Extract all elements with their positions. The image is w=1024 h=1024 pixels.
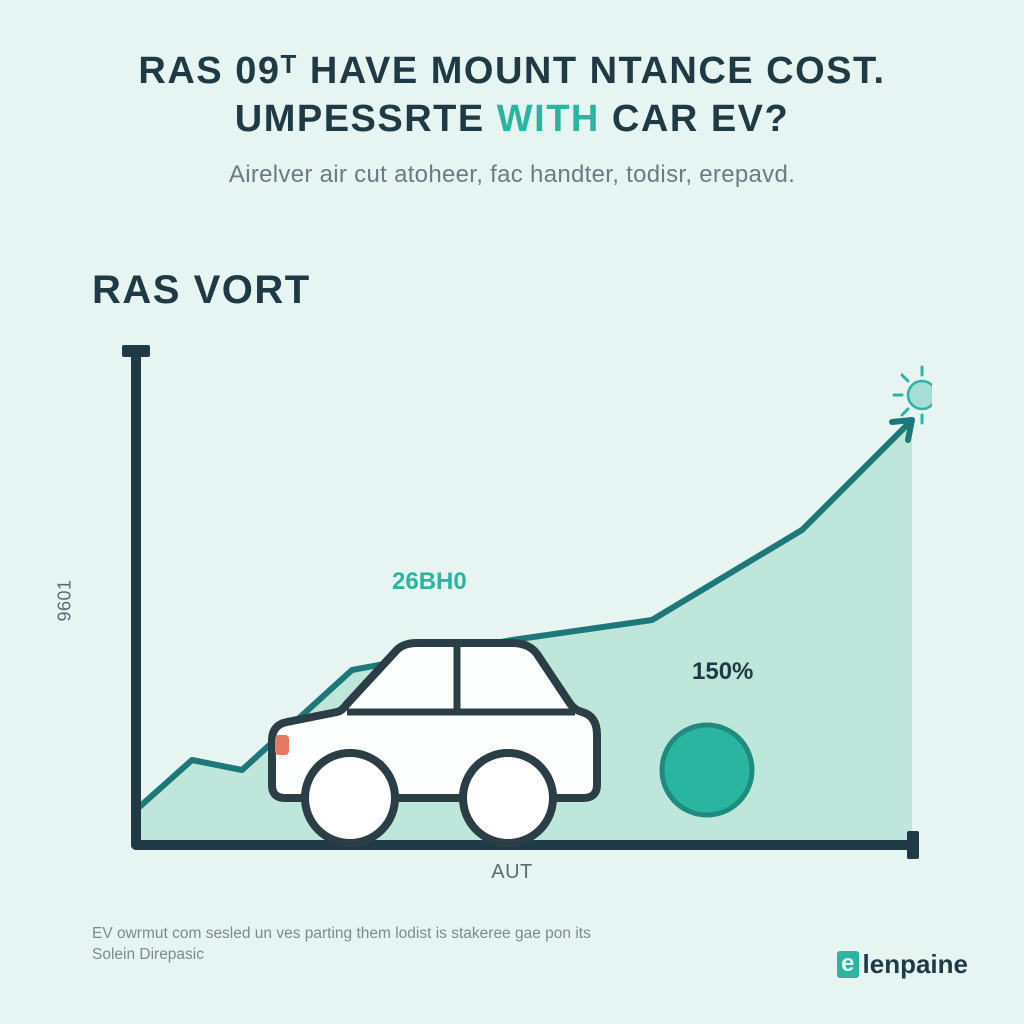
x-axis-label: AUT bbox=[491, 861, 533, 884]
subtitle: Airelver air cut atoheer, fac handter, t… bbox=[80, 161, 944, 189]
footnote-line2: Solein Direpasic bbox=[92, 944, 591, 966]
title-line2-pre: UMPESSRTE bbox=[235, 98, 497, 140]
title-line-1: RAS 09T HAVE MOUNT NTANCE COST. bbox=[80, 48, 944, 96]
title-line2-with: WITH bbox=[497, 98, 600, 140]
brand-logo: elenpaine bbox=[837, 949, 968, 980]
footnote: EV owrmut com sesled un ves parting them… bbox=[92, 923, 591, 966]
section-title: RAS VORT bbox=[92, 268, 311, 313]
chart-svg bbox=[92, 340, 932, 880]
title-line2-post: CAR EV? bbox=[600, 98, 789, 140]
y-axis-cap bbox=[122, 345, 150, 357]
footnote-line1: EV owrmut com sesled un ves parting them… bbox=[92, 923, 591, 945]
chart-area: 9601 bbox=[92, 340, 932, 880]
sun-icon bbox=[894, 367, 932, 423]
title-line1-small: T bbox=[280, 49, 297, 79]
logo-accent-icon: e bbox=[837, 951, 858, 977]
data-label-2: 150% bbox=[692, 658, 753, 686]
x-axis-cap bbox=[907, 831, 919, 859]
circle-icon bbox=[662, 725, 752, 815]
title-line-2: UMPESSRTE WITH CAR EV? bbox=[80, 96, 944, 144]
y-axis-label: 9601 bbox=[55, 579, 76, 621]
logo-text: lenpaine bbox=[863, 949, 968, 980]
data-label-1: 26BH0 bbox=[392, 568, 467, 596]
header: RAS 09T HAVE MOUNT NTANCE COST. UMPESSRT… bbox=[0, 0, 1024, 189]
title-line1-pre: RAS 09 bbox=[138, 50, 280, 92]
title-line1-post: HAVE MOUNT NTANCE COST. bbox=[298, 50, 886, 92]
